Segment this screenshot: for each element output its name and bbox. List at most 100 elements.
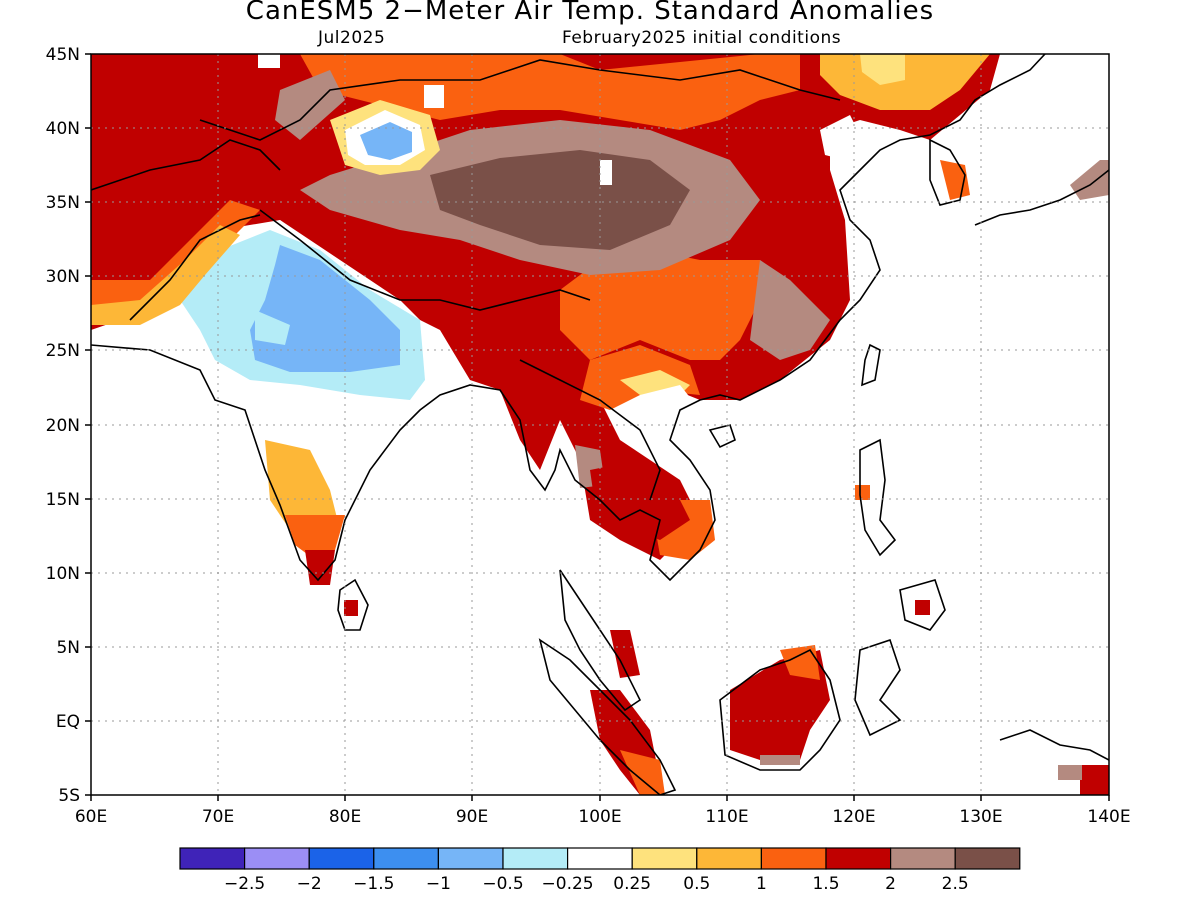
coastline-arabia-india — [91, 54, 1046, 582]
colorbar-swatch — [437, 847, 504, 870]
lat-labels: 45N 40N 35N 30N 25N 20N 15N 10N 5N EQ 5S — [46, 45, 80, 806]
border-indochina — [519, 359, 661, 501]
coastline-borneo — [719, 648, 841, 771]
coastlines — [91, 54, 1109, 795]
anomaly-region-25b — [750, 260, 830, 360]
anomaly-region-sumatra-warm — [620, 750, 665, 795]
coastline-newguinea — [999, 729, 1109, 761]
lat-label-30n: 30N — [46, 267, 80, 287]
colorbar-swatch — [502, 847, 569, 870]
colorbar-swatch — [954, 847, 1021, 870]
lon-label-100e: 100E — [578, 807, 621, 827]
colorbar-label: 2 — [885, 874, 896, 894]
anomaly-region-india-ltblue — [255, 310, 290, 345]
anomaly-region-25c — [275, 70, 345, 140]
lat-label-5n: 5N — [56, 638, 80, 658]
anomaly-region-philippines — [855, 485, 870, 500]
anomaly-region-borneo-brown — [760, 755, 800, 765]
lat-label-eq: EQ — [56, 712, 80, 732]
colorbar-label: −2.5 — [224, 874, 265, 894]
anomaly-region-lower-right — [1080, 765, 1109, 795]
anomaly-region-sea-white — [640, 385, 700, 440]
lat-label-40n: 40N — [46, 119, 80, 139]
lon-labels: 60E 70E 80E 90E 100E 110E 120E 130E 140E — [75, 807, 1131, 827]
anomaly-region-japan-brown — [1070, 160, 1109, 200]
lat-label-35n: 35N — [46, 193, 80, 213]
colorbar-label: −2 — [297, 874, 322, 894]
colorbar-swatch — [373, 847, 439, 870]
border-pakistan — [129, 214, 261, 321]
border-central-asia — [91, 139, 281, 191]
anomaly-region-mindanao — [915, 600, 930, 615]
colorbar-label: 0.25 — [613, 874, 651, 894]
anomaly-region-15b — [560, 250, 760, 360]
anomaly-region-3 — [430, 150, 690, 250]
anomaly-region-india-blue — [250, 245, 400, 372]
lat-label-45n: 45N — [46, 45, 80, 65]
anomaly-region-15 — [300, 54, 800, 130]
anomaly-region-indochina-red — [590, 460, 690, 540]
anomaly-region-india-south — [285, 515, 345, 560]
lon-label-70e: 70E — [202, 807, 234, 827]
lon-label-80e: 80E — [329, 807, 361, 827]
colorbar-label: −0.5 — [482, 874, 523, 894]
colorbar-label: 1.5 — [812, 874, 839, 894]
colorbar-label: −1 — [426, 874, 451, 894]
colorbar-swatch — [889, 847, 956, 870]
colorbar-swatch — [631, 847, 698, 870]
colorbar-swatch — [308, 847, 375, 870]
anomaly-region-nw-white — [258, 54, 280, 68]
lon-label-110e: 110E — [705, 807, 748, 827]
init-conditions: February2025 initial conditions — [562, 28, 842, 48]
grid-lines — [91, 54, 1109, 795]
chart-title: CanESM5 2−Meter Air Temp. Standard Anoma… — [245, 0, 935, 26]
border-china-north — [199, 59, 841, 141]
anomaly-region-west-yellow — [91, 225, 240, 325]
anomaly-region-vn-white — [600, 160, 612, 185]
colorbar-label: −0.25 — [542, 874, 594, 894]
coastline-luzon — [859, 438, 897, 557]
coastline-sulawesi — [854, 638, 902, 737]
colorbar: −2.5 −2 −1.5 −1 −0.5 −0.25 0.25 0.5 1 1.5 2 2.5 — [179, 847, 1021, 894]
lat-label-15n: 15N — [46, 490, 80, 510]
anomaly-region-korea — [940, 160, 970, 200]
lon-label-140e: 140E — [1087, 807, 1130, 827]
coastline-sumatra — [538, 638, 677, 795]
colorbar-swatch — [760, 847, 827, 870]
anomaly-region-india-tip — [305, 550, 335, 585]
coastline-mindanao — [899, 579, 946, 631]
colorbar-label: 0.5 — [683, 874, 710, 894]
colorbar-label: −1.5 — [353, 874, 394, 894]
coastline-sri-lanka — [337, 578, 369, 631]
colorbar-swatch — [696, 847, 762, 870]
colorbar-swatch — [825, 847, 892, 870]
axis-ticks — [85, 53, 1110, 801]
coastline-malay — [559, 569, 642, 712]
lat-label-20n: 20N — [46, 416, 80, 436]
anomaly-region-malaya — [610, 630, 640, 678]
border-india-nepal — [259, 209, 591, 311]
colorbar-label: 2.5 — [942, 874, 969, 894]
anomaly-region-sri-lanka — [344, 600, 358, 616]
lon-label-130e: 130E — [959, 807, 1002, 827]
target-month: Jul2025 — [318, 28, 386, 48]
lon-label-60e: 60E — [75, 807, 107, 827]
anomaly-region-2 — [91, 54, 1000, 560]
colorbar-swatch — [179, 847, 246, 870]
anomaly-region-lower-right-brown — [1058, 765, 1082, 780]
coastline-japan — [974, 169, 1109, 226]
colorbar-label: 1 — [756, 874, 767, 894]
anomaly-field — [91, 54, 1109, 795]
lat-label-5s: 5S — [58, 786, 80, 806]
anomaly-region-borneo-warm — [780, 645, 820, 680]
colorbar-swatch — [244, 847, 310, 870]
anomaly-region-mid-white — [424, 85, 444, 108]
lon-label-120e: 120E — [832, 807, 875, 827]
anomaly-region-05 — [860, 54, 905, 85]
coastline-korea — [929, 138, 966, 206]
coastline-hainan — [708, 424, 736, 449]
anomaly-region-ne-white — [820, 115, 860, 160]
coastline-taiwan — [861, 343, 881, 387]
anomaly-region-tarim-blue — [360, 122, 412, 160]
